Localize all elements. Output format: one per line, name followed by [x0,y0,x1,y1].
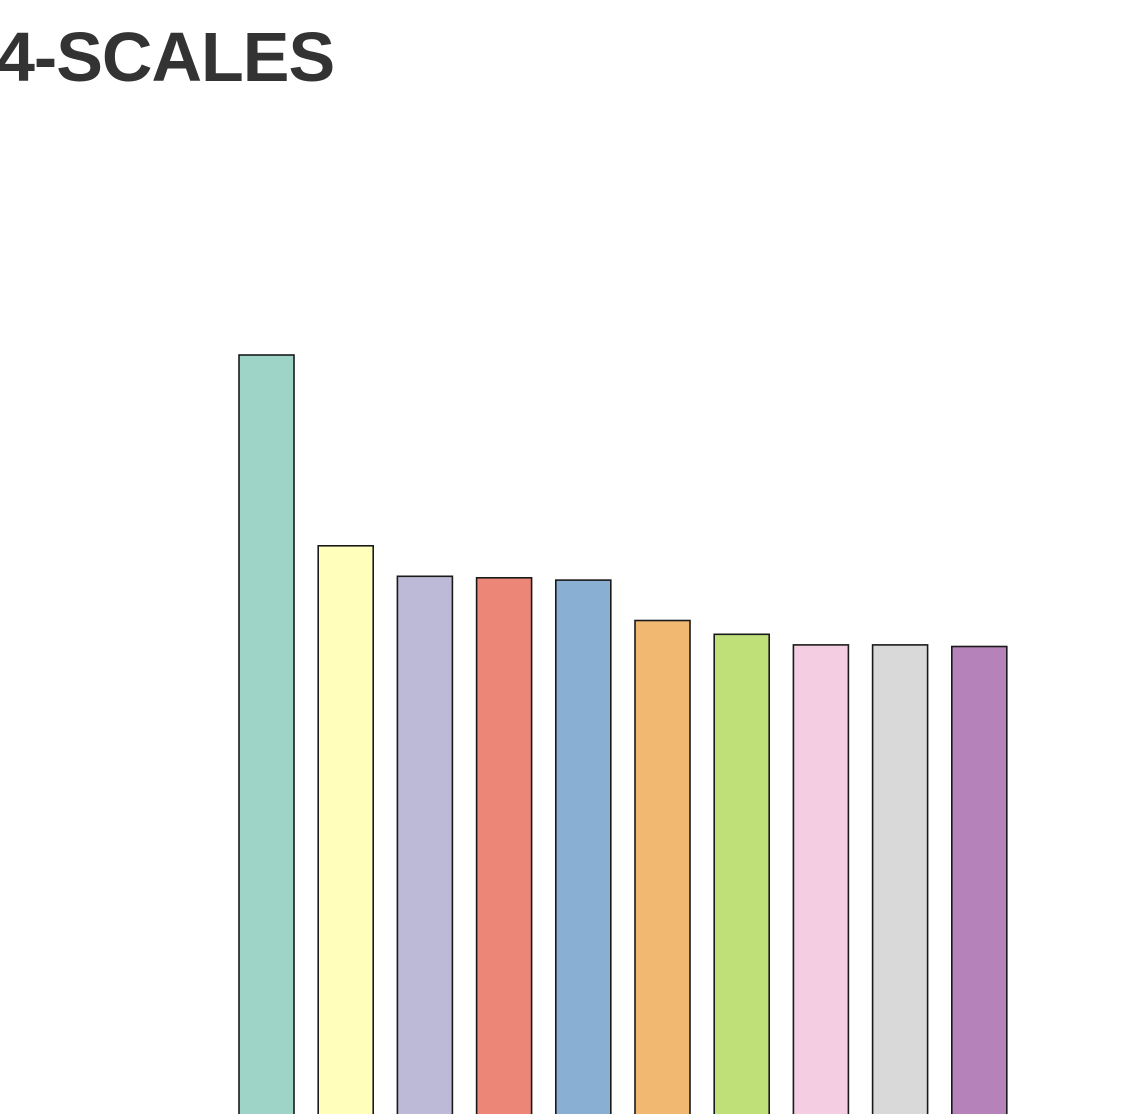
bar-4 [475,576,533,1114]
bar-9 [871,644,929,1114]
bar-1 [238,354,295,1114]
bar-3 [396,575,454,1114]
bar-6 [634,619,691,1114]
chart-title: 4-SCALES [0,18,335,96]
bar-2 [317,544,375,1114]
bar-10 [950,645,1008,1114]
bar-8 [792,644,850,1114]
bars-group [238,354,1008,1114]
bar-7 [713,633,771,1114]
bar-5 [554,579,612,1114]
